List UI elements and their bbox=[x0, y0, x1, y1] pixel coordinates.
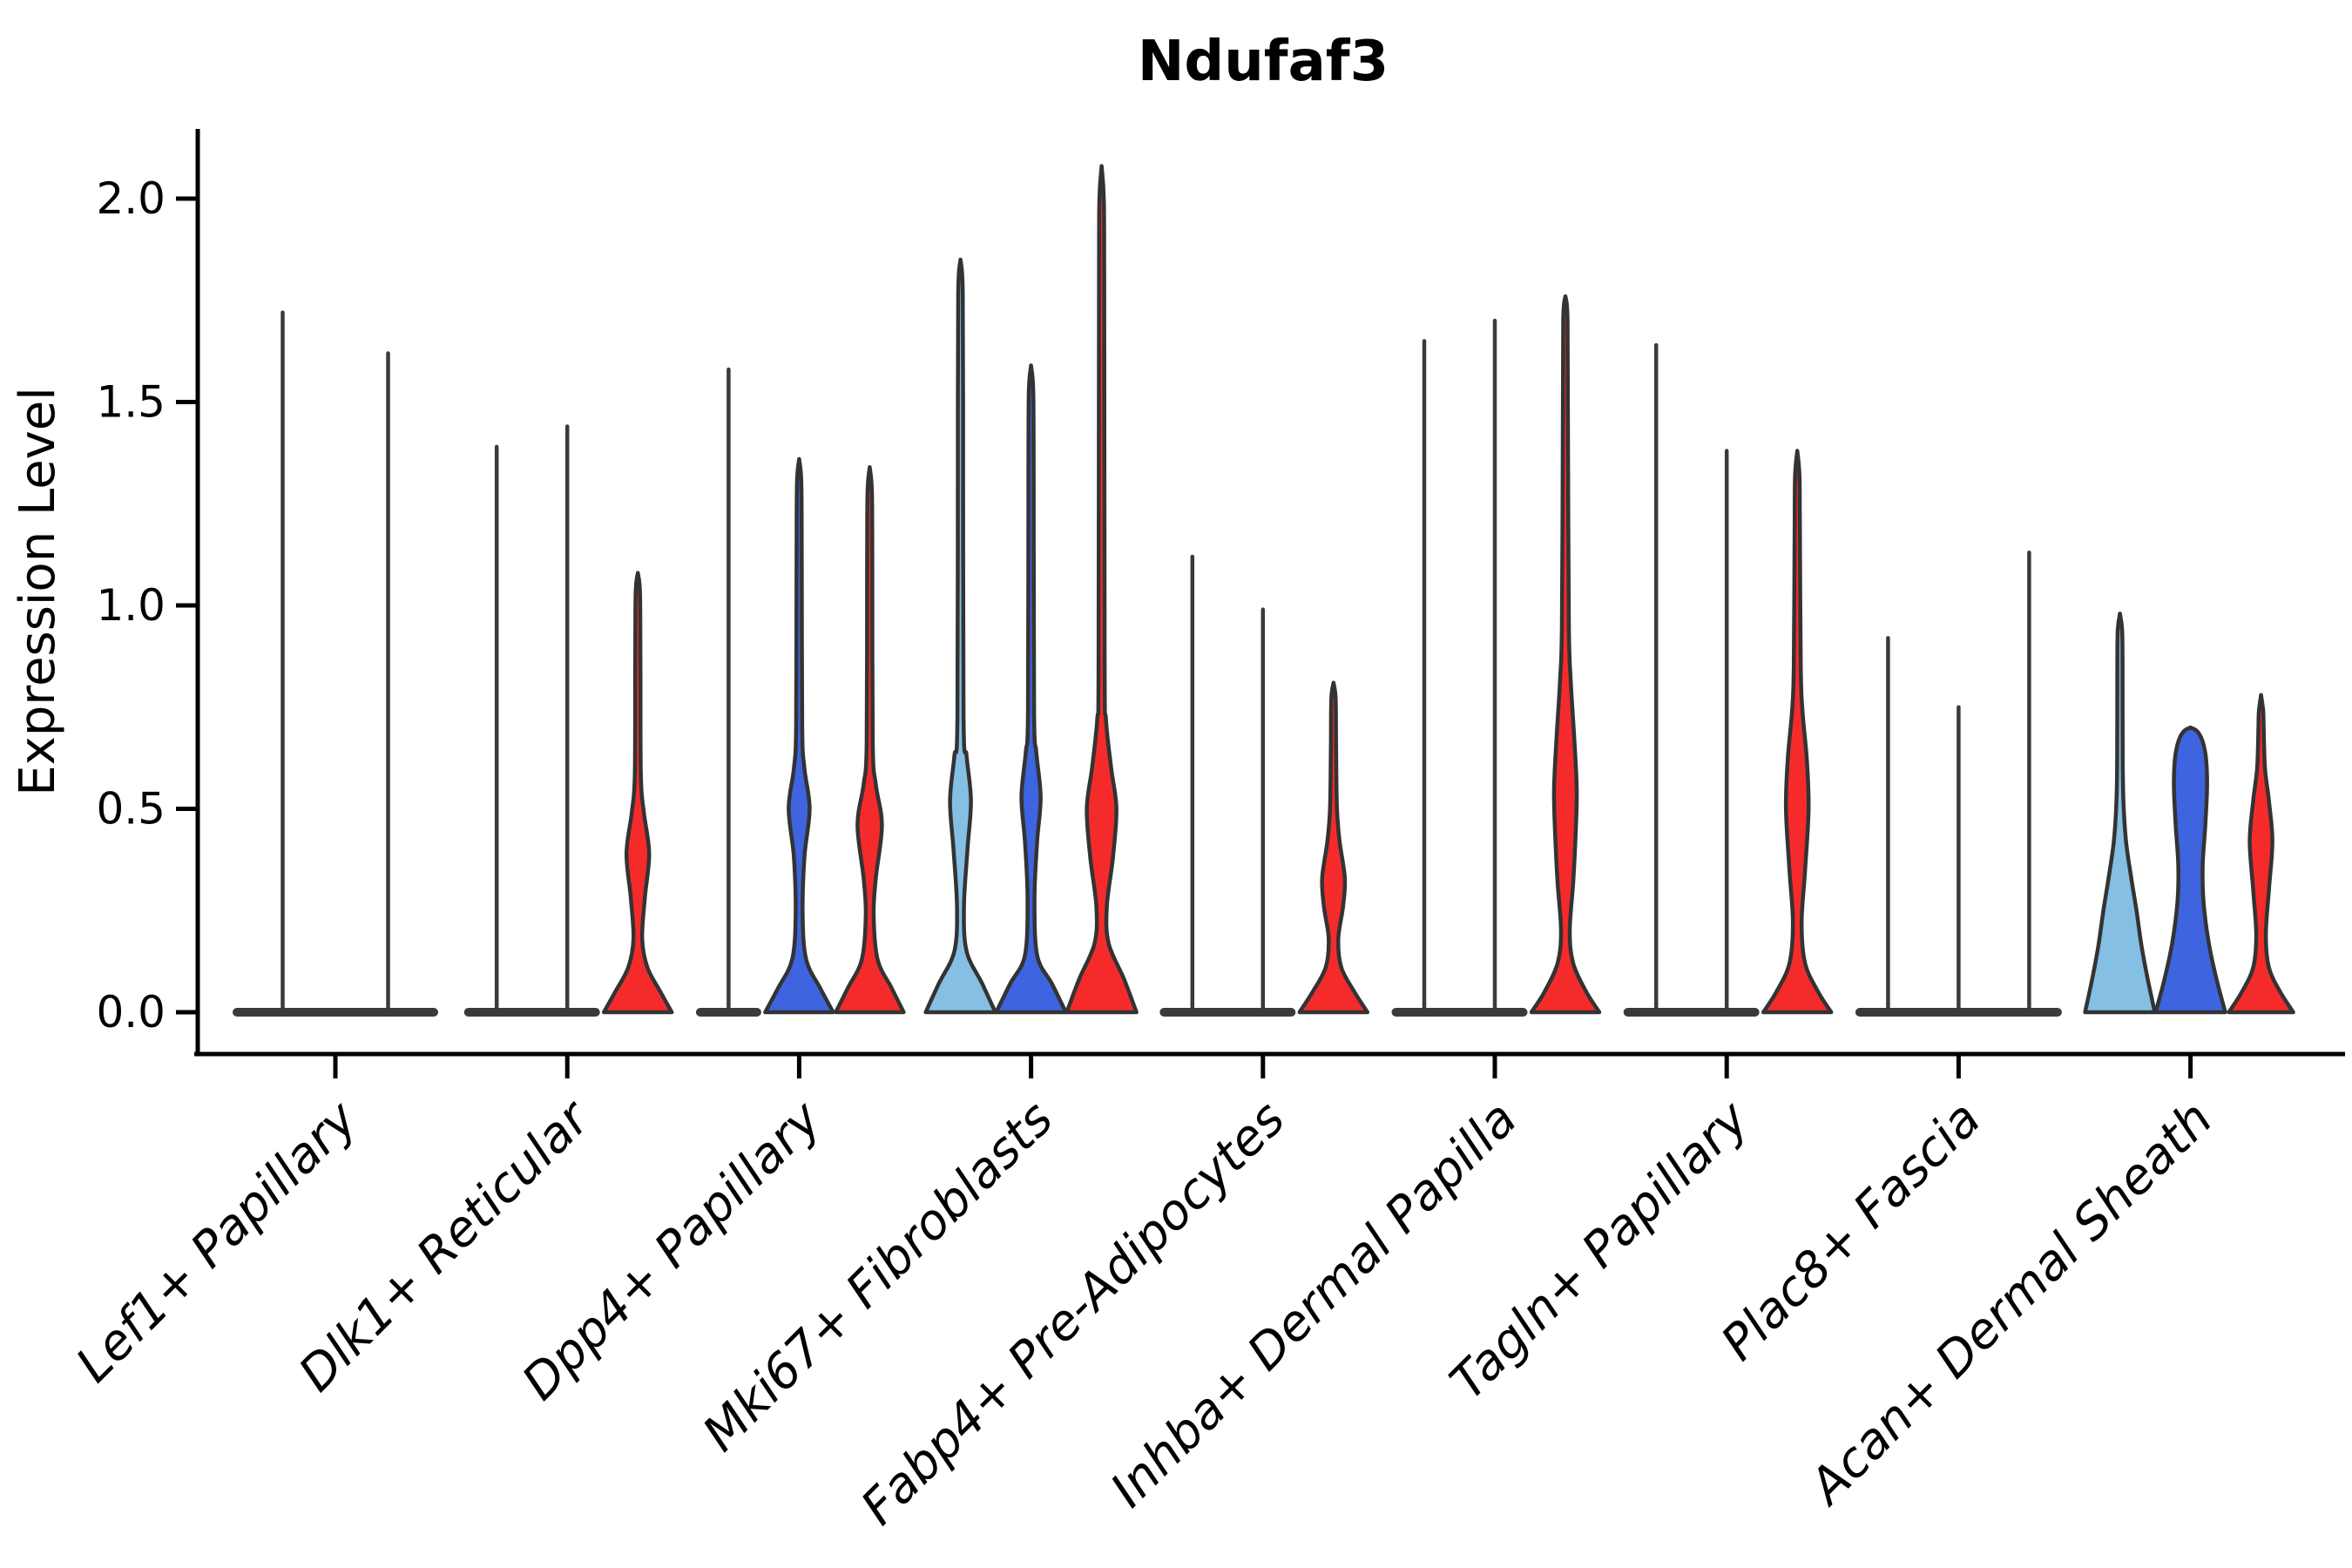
violin-zero-base bbox=[1623, 1008, 1760, 1017]
chart-title: Ndufaf3 bbox=[1138, 30, 1389, 94]
violin-Dlk1+ Reticular-red bbox=[601, 571, 674, 1015]
y-tick-label: 0.5 bbox=[96, 784, 166, 835]
violin-Tagln+ Papillary-red bbox=[1761, 449, 1834, 1015]
y-axis-label: Expression Level bbox=[10, 387, 66, 796]
violin-Inhba+ Dermal Papilla-red bbox=[1529, 294, 1602, 1015]
violin-Acan+ Dermal Sheath-lightblue bbox=[2083, 612, 2157, 1015]
violin-Acan+ Dermal Sheath-red bbox=[2227, 693, 2295, 1015]
violin-Mki67+ Fibroblasts-blue bbox=[994, 363, 1068, 1015]
violin-zero-base bbox=[463, 1008, 600, 1017]
violin-Mki67+ Fibroblasts-lightblue bbox=[923, 257, 997, 1015]
x-tick-label: Inhba+ Dermal Papilla bbox=[1100, 1091, 1528, 1518]
x-tick-label: Acan+ Dermal Sheath bbox=[1797, 1091, 2223, 1517]
y-tick-label: 1.5 bbox=[96, 377, 166, 428]
violin-Acan+ Dermal Sheath-blue bbox=[2153, 725, 2227, 1015]
x-tick-label: Fabp4+ Pre-Adipocytes bbox=[850, 1091, 1295, 1536]
violin-Mki67+ Fibroblasts-red bbox=[1064, 164, 1139, 1015]
y-tick-label: 1.0 bbox=[96, 580, 166, 631]
violin-Dpp4+ Papillary-blue bbox=[763, 456, 835, 1015]
y-tick-label: 2.0 bbox=[96, 173, 166, 224]
violin-Fabp4+ Pre-Adipocytes-red bbox=[1297, 680, 1370, 1015]
violin-Dpp4+ Papillary-red bbox=[834, 464, 906, 1015]
violin-zero-base bbox=[233, 1008, 438, 1017]
y-tick-label: 0.0 bbox=[96, 987, 166, 1037]
violin-zero-base bbox=[1159, 1008, 1296, 1017]
violin-zero-base bbox=[1391, 1008, 1528, 1017]
